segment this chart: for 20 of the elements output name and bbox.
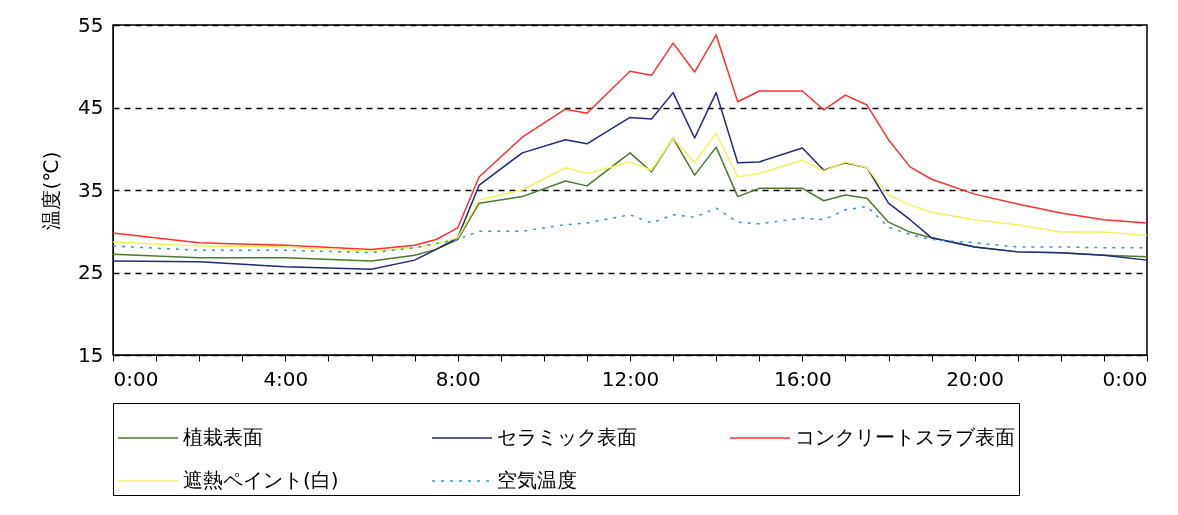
legend-label: コンクリートスラブ表面 — [795, 425, 1015, 449]
line-series — [112, 91, 1148, 270]
y-axis-title: 温度(℃) — [39, 151, 64, 230]
x-tick-label: 0:00 — [113, 366, 159, 391]
legend-label: 植栽表面 — [183, 425, 263, 449]
legend-label: 空気温度 — [497, 468, 577, 492]
y-tick-label: 55 — [78, 12, 104, 37]
y-tick-label: 45 — [78, 95, 104, 119]
legend-label: 遮熱ペイント(白) — [183, 468, 339, 492]
x-tick-label: 4:00 — [263, 366, 309, 391]
line-series — [112, 34, 1148, 251]
y-tick-label: 35 — [78, 177, 104, 202]
legend-label: セラミック表面 — [497, 425, 637, 449]
x-tick-label: 16:00 — [774, 366, 832, 391]
x-tick-label: 0:00 — [1102, 366, 1148, 391]
y-tick-label: 15 — [78, 342, 104, 367]
x-tick-label: 20:00 — [946, 366, 1004, 391]
y-tick-label: 25 — [78, 260, 104, 284]
x-tick-label: 8:00 — [435, 366, 481, 391]
x-tick-label: 12:00 — [601, 366, 660, 391]
